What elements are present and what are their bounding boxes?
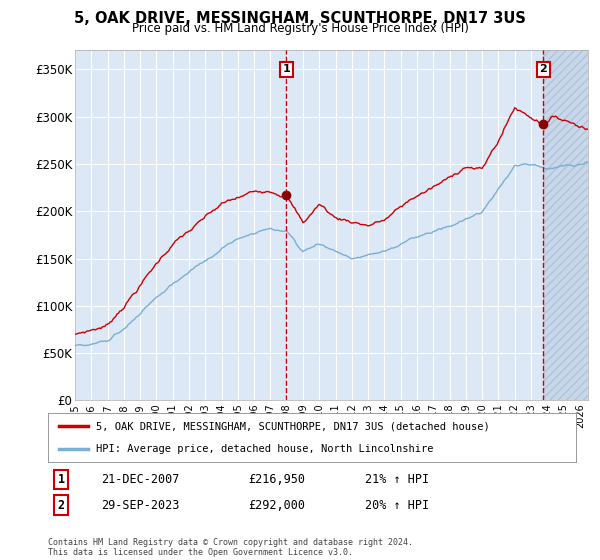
Text: 1: 1 — [283, 64, 290, 74]
Text: 21-DEC-2007: 21-DEC-2007 — [101, 473, 179, 486]
Text: £292,000: £292,000 — [248, 498, 305, 512]
Text: £216,950: £216,950 — [248, 473, 305, 486]
Text: 21% ↑ HPI: 21% ↑ HPI — [365, 473, 429, 486]
Text: 20% ↑ HPI: 20% ↑ HPI — [365, 498, 429, 512]
Bar — [543, 50, 588, 400]
Text: 5, OAK DRIVE, MESSINGHAM, SCUNTHORPE, DN17 3US (detached house): 5, OAK DRIVE, MESSINGHAM, SCUNTHORPE, DN… — [95, 421, 489, 431]
Text: 29-SEP-2023: 29-SEP-2023 — [101, 498, 179, 512]
Text: 2: 2 — [539, 64, 547, 74]
Text: HPI: Average price, detached house, North Lincolnshire: HPI: Average price, detached house, Nort… — [95, 444, 433, 454]
Text: Price paid vs. HM Land Registry's House Price Index (HPI): Price paid vs. HM Land Registry's House … — [131, 22, 469, 35]
Text: 1: 1 — [58, 473, 65, 486]
Text: 2: 2 — [58, 498, 65, 512]
Text: Contains HM Land Registry data © Crown copyright and database right 2024.
This d: Contains HM Land Registry data © Crown c… — [48, 538, 413, 557]
Text: 5, OAK DRIVE, MESSINGHAM, SCUNTHORPE, DN17 3US: 5, OAK DRIVE, MESSINGHAM, SCUNTHORPE, DN… — [74, 11, 526, 26]
